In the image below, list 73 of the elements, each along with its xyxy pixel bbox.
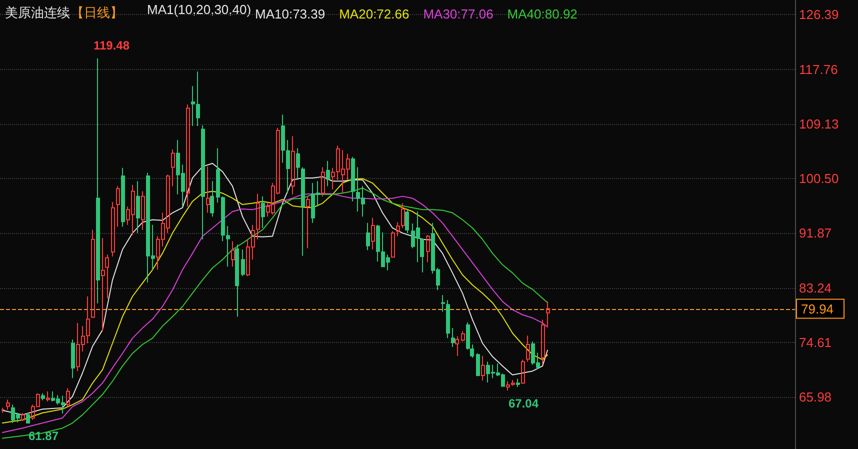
candlestick	[306, 196, 310, 249]
candlestick	[26, 412, 30, 424]
candlestick	[420, 238, 424, 273]
candlestick	[256, 193, 260, 240]
candlestick	[46, 390, 50, 402]
annotation: 67.04	[508, 396, 539, 410]
text: MA10:73.39	[255, 6, 326, 22]
y-tick-label: 91.87	[799, 226, 832, 241]
candlestick	[516, 378, 520, 388]
candlestick	[210, 180, 214, 218]
candlestick	[455, 336, 459, 356]
candlestick	[405, 210, 409, 234]
candlestick	[321, 166, 325, 197]
y-tick-label: 65.98	[799, 390, 832, 405]
candlestick	[231, 240, 235, 268]
candlestick	[426, 234, 430, 263]
candlestick	[186, 104, 190, 207]
candlestick	[206, 166, 210, 214]
candlestick	[235, 244, 239, 318]
candlestick	[391, 230, 395, 258]
candlestick	[41, 392, 45, 401]
candlestick	[261, 196, 265, 228]
candlestick	[526, 335, 530, 362]
candlestick	[546, 300, 550, 327]
candlestick	[241, 249, 245, 277]
candlestick	[446, 300, 450, 339]
candlestick	[136, 180, 140, 234]
y-tick-label: 100.50	[799, 171, 839, 186]
candlestick	[301, 166, 305, 256]
candlestick	[111, 202, 115, 257]
candlestick	[66, 388, 70, 408]
candlestick	[451, 328, 455, 348]
candlestick	[441, 294, 445, 312]
candlestick	[296, 148, 300, 180]
candlestick	[291, 136, 295, 195]
candlestick	[366, 222, 370, 251]
candlestick	[541, 319, 545, 366]
candlestick	[86, 296, 90, 344]
candlestick	[371, 217, 375, 250]
text: 美原油连续	[5, 5, 70, 21]
candlestick	[351, 156, 355, 202]
text: MA30:77.06	[423, 6, 494, 22]
candlestick	[171, 148, 175, 187]
text: 【日线】	[71, 6, 123, 21]
candlestick	[141, 190, 145, 230]
candlestick	[1, 407, 5, 414]
candlestick	[201, 124, 205, 240]
candlestick	[21, 412, 25, 422]
candlestick	[71, 338, 75, 379]
candlestick	[521, 359, 525, 384]
candlestick	[326, 160, 330, 187]
candlestick	[121, 167, 125, 228]
annotation: 61.87	[28, 429, 59, 444]
y-tick-label: 109.13	[799, 116, 839, 132]
ref-line-label: 79.94	[801, 301, 834, 316]
candlestick	[91, 229, 95, 318]
candlestick	[476, 352, 480, 377]
candlestick	[96, 58, 100, 304]
annotation: 119.48	[93, 38, 130, 52]
candlestick	[331, 167, 335, 190]
candlestick	[105, 254, 109, 299]
candlestick	[461, 330, 465, 342]
candlestick	[116, 186, 120, 228]
y-tick-label: 126.39	[799, 7, 839, 22]
annotation: MA1(10,20,30,40)	[147, 2, 252, 17]
text: MA40:80.92	[507, 6, 578, 22]
y-tick-label: 74.61	[799, 335, 832, 350]
text: MA20:72.66	[339, 6, 410, 22]
candlestick	[6, 399, 10, 410]
candlestick	[481, 355, 485, 382]
y-tick-label: 117.76	[799, 62, 838, 77]
y-tick-label: 83.24	[799, 280, 832, 296]
candlestick	[101, 238, 105, 332]
